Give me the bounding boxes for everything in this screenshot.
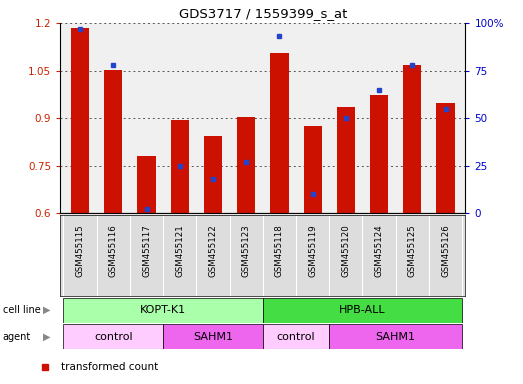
Bar bbox=[303, 126, 322, 213]
Text: cell line: cell line bbox=[3, 305, 40, 315]
Bar bbox=[170, 120, 189, 213]
Text: SAHM1: SAHM1 bbox=[376, 332, 416, 342]
Bar bbox=[63, 298, 263, 323]
Text: GSM455126: GSM455126 bbox=[441, 225, 450, 278]
Text: GSM455121: GSM455121 bbox=[175, 225, 184, 278]
Bar bbox=[63, 324, 163, 349]
Bar bbox=[370, 95, 388, 213]
Text: GSM455118: GSM455118 bbox=[275, 225, 284, 278]
Bar bbox=[237, 118, 255, 213]
Bar bbox=[436, 103, 454, 213]
Text: GSM455120: GSM455120 bbox=[342, 225, 350, 278]
Text: GSM455124: GSM455124 bbox=[374, 225, 383, 278]
Text: GSM455125: GSM455125 bbox=[408, 225, 417, 278]
Text: agent: agent bbox=[3, 332, 31, 342]
Bar bbox=[104, 70, 122, 213]
Title: GDS3717 / 1559399_s_at: GDS3717 / 1559399_s_at bbox=[179, 7, 347, 20]
Text: control: control bbox=[277, 332, 315, 342]
Bar bbox=[270, 53, 289, 213]
Bar bbox=[403, 65, 422, 213]
Bar bbox=[329, 324, 462, 349]
Bar bbox=[138, 156, 156, 213]
Text: ▶: ▶ bbox=[43, 332, 51, 342]
Text: GSM455123: GSM455123 bbox=[242, 225, 251, 278]
Bar bbox=[263, 298, 462, 323]
Text: SAHM1: SAHM1 bbox=[193, 332, 233, 342]
Bar bbox=[337, 107, 355, 213]
Text: HPB-ALL: HPB-ALL bbox=[339, 305, 386, 315]
Text: transformed count: transformed count bbox=[61, 362, 158, 372]
Bar bbox=[204, 136, 222, 213]
Text: GSM455116: GSM455116 bbox=[109, 225, 118, 278]
Text: KOPT-K1: KOPT-K1 bbox=[140, 305, 186, 315]
Text: control: control bbox=[94, 332, 133, 342]
Bar bbox=[71, 28, 89, 213]
Text: GSM455117: GSM455117 bbox=[142, 225, 151, 278]
Text: ▶: ▶ bbox=[43, 305, 51, 315]
Bar bbox=[263, 324, 329, 349]
Text: GSM455115: GSM455115 bbox=[76, 225, 85, 278]
Text: GSM455122: GSM455122 bbox=[209, 225, 218, 278]
Bar bbox=[163, 324, 263, 349]
Text: GSM455119: GSM455119 bbox=[308, 225, 317, 277]
